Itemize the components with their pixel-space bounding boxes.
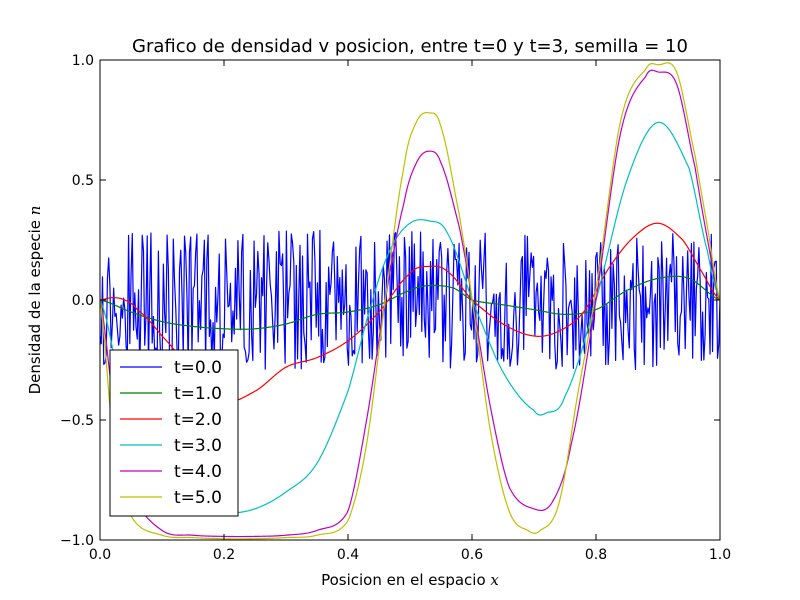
x-axis-label: Posicion en el espacio x [321,571,499,589]
series-line-t-1-0 [100,275,720,330]
x-axis-label-variable: x [490,571,499,589]
y-tick-label: 0.5 [72,173,94,189]
legend-label: t=5.0 [174,488,222,508]
x-tick-label: 0.2 [213,547,235,563]
y-axis-label: Densidad de la especie n [26,206,44,395]
legend-label: t=4.0 [174,462,222,482]
legend-box [109,349,239,517]
y-axis-label-variable: n [26,206,44,216]
x-axis-label-text: Posicion en el espacio [321,571,490,589]
axes-layer: 0.0 0.2 0.4 0.6 0.8 1.0 −1.0 −0.5 0.0 0.5 1.0 [60,53,731,563]
x-tick-label: 0.4 [337,547,359,563]
series-layer [100,62,720,540]
series-line-t-5-0 [100,62,720,540]
x-tick-label: 0.8 [585,547,607,563]
y-tick-label: −1.0 [60,533,94,549]
x-tick-label: 0.0 [89,547,111,563]
legend: t=0.0 t=1.0 t=2.0 t=3.0 t=4.0 t=5.0 [109,349,239,517]
series-line-t-0-0 [100,229,720,371]
y-tick-label: 0.0 [72,293,94,309]
y-tick-label: 1.0 [72,53,94,69]
legend-label: t=1.0 [174,384,222,404]
x-tick-label: 1.0 [709,547,731,563]
series-line-t-4-0 [100,69,720,538]
legend-label: t=3.0 [174,436,222,456]
legend-label: t=2.0 [174,410,222,430]
y-tick-label: −0.5 [60,413,94,429]
chart-title: Grafico de densidad v posicion, entre t=… [132,36,688,57]
x-tick-label: 0.6 [461,547,483,563]
legend-label: t=0.0 [174,358,222,378]
y-axis-label-text: Densidad de la especie [26,215,44,394]
